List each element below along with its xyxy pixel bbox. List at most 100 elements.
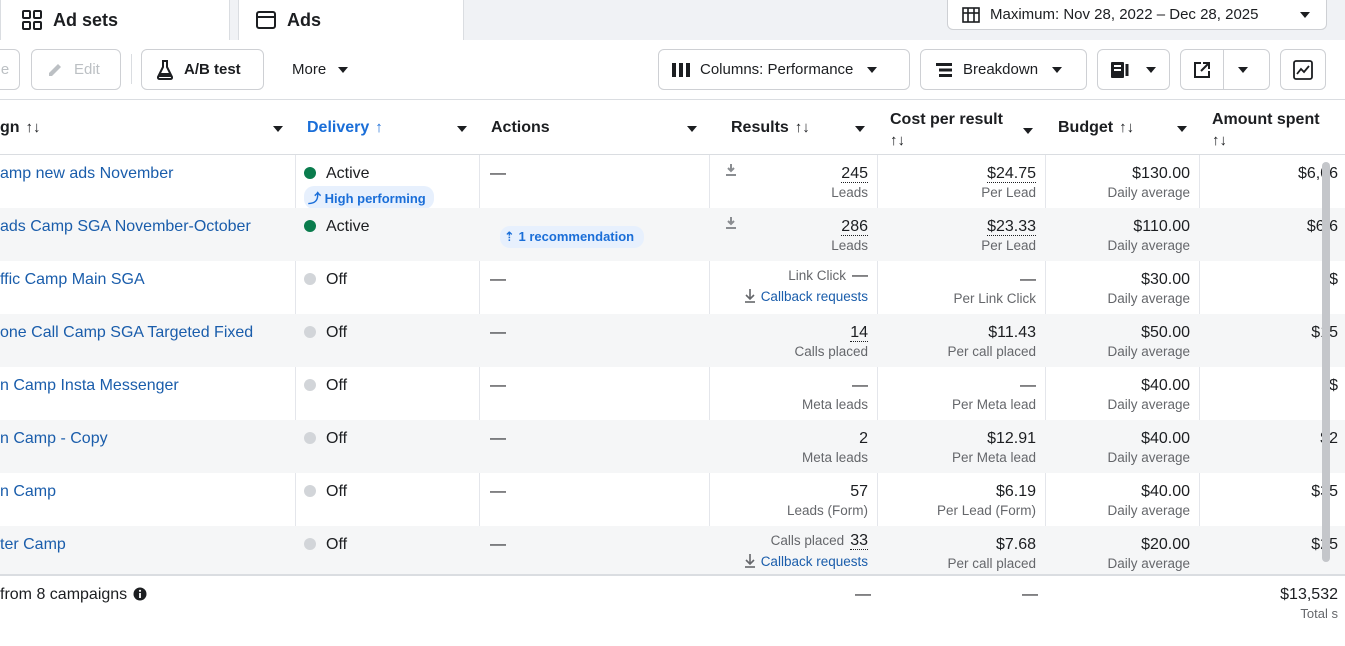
breakdown-button[interactable]: Breakdown [920, 49, 1087, 90]
badge-label: High performing [324, 191, 426, 206]
campaign-name-link[interactable]: n Camp Insta Messenger [0, 377, 179, 394]
status-dot-off [304, 432, 316, 444]
breakdown-icon [935, 62, 953, 78]
result-type: Meta leads [801, 397, 868, 412]
recommendation-label: 1 recommendation [518, 229, 635, 244]
campaign-name-link[interactable]: n Camp - Copy [0, 430, 108, 447]
status-dot-active [304, 167, 316, 179]
table-row[interactable]: n Camp Off — 57 Leads (Form) $6.19 Per L… [0, 473, 1345, 526]
cost-type: Per Lead [981, 238, 1036, 253]
column-divider [877, 100, 878, 646]
header-results[interactable]: Results ↑↓ [731, 100, 877, 155]
actions-cell: — [490, 536, 506, 553]
delivery-cell: Off [304, 473, 479, 526]
result-type: Leads [831, 185, 868, 200]
reports-icon [1110, 61, 1130, 79]
cost-cell: $7.68 Per call placed [878, 526, 1036, 579]
window-icon [255, 9, 277, 31]
header-campaign-name[interactable]: gn ↑↓ [0, 100, 295, 155]
budget-cell[interactable]: $130.00 Daily average [1046, 155, 1190, 208]
delivery-status: Off [326, 536, 348, 553]
header-actions[interactable]: Actions [491, 100, 709, 155]
delivery-cell: Off [304, 314, 479, 367]
cost-cell: — Per Link Click [878, 261, 1036, 314]
campaign-name-link[interactable]: ter Camp [0, 536, 66, 553]
callback-requests-link[interactable]: Callback requests [710, 288, 868, 304]
summary-cost: — [1022, 586, 1038, 603]
result-value: 2 [859, 430, 868, 447]
chevron-down-icon [1177, 126, 1187, 132]
chevron-down-icon[interactable] [1238, 66, 1248, 73]
ab-test-button[interactable]: A/B test [141, 49, 264, 90]
budget-cell[interactable]: $20.00 Daily average [1046, 526, 1190, 579]
budget-value: $30.00 [1141, 271, 1190, 288]
sort-ascending-icon: ↑ [375, 119, 383, 136]
result-value: 57 [850, 483, 868, 500]
budget-value: $40.00 [1141, 377, 1190, 394]
callback-requests-link[interactable]: Callback requests [710, 553, 868, 569]
breakdown-button-label: Breakdown [963, 61, 1039, 78]
summary-spent-label: Total s [1300, 606, 1338, 621]
amount-spent-cell: $ [1329, 377, 1338, 394]
duplicate-button[interactable]: e [0, 49, 20, 90]
download-icon [724, 163, 738, 182]
more-button[interactable]: More [278, 49, 368, 90]
reports-button[interactable] [1097, 49, 1170, 90]
info-icon[interactable] [133, 587, 147, 601]
result-value[interactable]: 286 [841, 218, 868, 236]
cost-cell: $12.91 Per Meta lead [878, 420, 1036, 473]
campaign-name-link[interactable]: ads Camp SGA November-October [0, 218, 251, 235]
status-dot-off [304, 538, 316, 550]
budget-cell[interactable]: $110.00 Daily average [1046, 208, 1190, 261]
flask-icon [156, 59, 174, 80]
campaign-name-link[interactable]: amp new ads November [0, 165, 174, 182]
cost-cell: $6.19 Per Lead (Form) [878, 473, 1036, 526]
columns-button[interactable]: Columns: Performance [658, 49, 910, 90]
budget-cell[interactable]: $40.00 Daily average [1046, 367, 1190, 420]
campaign-name-link[interactable]: n Camp [0, 483, 57, 500]
budget-cell[interactable]: $40.00 Daily average [1046, 420, 1190, 473]
cost-cell: $23.33 Per Lead [878, 208, 1036, 261]
table-row[interactable]: ads Camp SGA November-October Active ⇡ 1… [0, 208, 1345, 261]
header-budget[interactable]: Budget ↑↓ [1058, 100, 1199, 155]
table-row[interactable]: n Camp - Copy Off — 2 Meta leads $12.91 … [0, 420, 1345, 473]
header-amount-spent[interactable]: Amount spent ↑↓ [1212, 100, 1345, 155]
campaign-name-link[interactable]: ffic Camp Main SGA [0, 271, 145, 288]
tab-ads[interactable]: Ads [238, 0, 464, 40]
view-charts-button[interactable] [1280, 49, 1326, 90]
header-delivery[interactable]: Delivery ↑ [307, 100, 479, 155]
result-value[interactable]: 33 [850, 532, 868, 550]
table-row[interactable]: n Camp Insta Messenger Off — — Meta lead… [0, 367, 1345, 420]
budget-cell[interactable]: $50.00 Daily average [1046, 314, 1190, 367]
results-cell: 286 Leads [710, 208, 868, 261]
campaign-name-link[interactable]: one Call Camp SGA Targeted Fixed [0, 324, 254, 341]
header-cost-per-result[interactable]: Cost per result ↑↓ [890, 100, 1045, 155]
budget-type: Daily average [1107, 344, 1190, 359]
table-row[interactable]: ffic Camp Main SGA Off — Link Click — Cal… [0, 261, 1345, 314]
amount-spent-cell: $6,6 [1200, 208, 1338, 261]
table-row[interactable]: ter Camp Off — Calls placed 33 Callback r… [0, 526, 1345, 579]
date-range-picker[interactable]: Maximum: Nov 28, 2022 – Dec 28, 2025 [947, 0, 1327, 30]
edit-button[interactable]: Edit [31, 49, 121, 90]
budget-cell[interactable]: $30.00 Daily average [1046, 261, 1190, 314]
status-dot-off [304, 485, 316, 497]
result-value[interactable]: 245 [841, 165, 868, 183]
export-button[interactable] [1180, 49, 1270, 90]
toolbar-divider [131, 54, 132, 84]
high-performing-badge[interactable]: ⤴ High performing [304, 186, 434, 209]
budget-cell[interactable]: $40.00 Daily average [1046, 473, 1190, 526]
cost-value[interactable]: $24.75 [987, 165, 1036, 183]
grid-icon [21, 9, 43, 31]
tab-ad-sets[interactable]: Ad sets [0, 0, 230, 40]
table-row[interactable]: amp new ads November Active ⤴ High perfo… [0, 155, 1345, 209]
budget-value: $40.00 [1141, 430, 1190, 447]
vertical-scrollbar[interactable] [1322, 162, 1330, 562]
cost-value[interactable]: $23.33 [987, 218, 1036, 236]
summary-label: from 8 campaigns [0, 586, 147, 604]
result-value[interactable]: 14 [850, 324, 868, 342]
column-divider [1045, 100, 1046, 646]
table-row[interactable]: one Call Camp SGA Targeted Fixed Off — 1… [0, 314, 1345, 367]
delivery-status: Off [326, 483, 348, 500]
cost-value: $7.68 [995, 536, 1036, 553]
recommendation-badge[interactable]: ⇡ 1 recommendation [500, 226, 645, 248]
